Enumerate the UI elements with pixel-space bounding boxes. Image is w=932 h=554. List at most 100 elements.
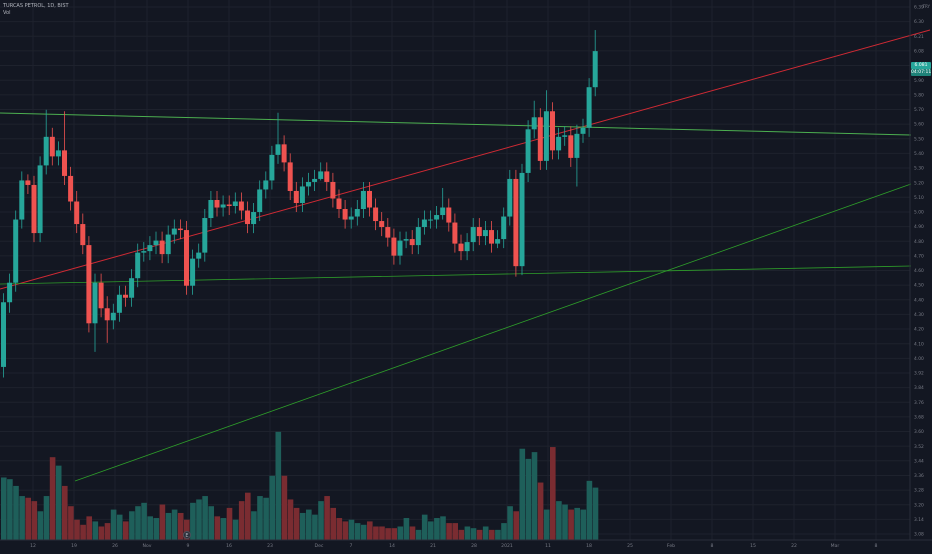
- candle-body: [281, 144, 287, 163]
- candle-body: [507, 178, 513, 217]
- symbol-title[interactable]: TURCAS PETROL, 1D, BIST: [3, 3, 69, 9]
- candle-body: [367, 190, 372, 208]
- volume-bar: [275, 431, 282, 540]
- price-axis[interactable]: 6.396.306.216.086.005.905.805.705.605.50…: [914, 5, 924, 538]
- volume-bar: [495, 529, 501, 540]
- price-tick-label: 3.44: [914, 458, 924, 464]
- trendline-green-rising[interactable]: [74, 183, 912, 482]
- candle-body: [147, 245, 153, 252]
- time-tick-label: 23: [267, 543, 273, 549]
- candle-body: [177, 228, 183, 231]
- volume-bar: [543, 509, 550, 540]
- candle-body: [562, 135, 568, 137]
- trend-lines[interactable]: [0, 29, 931, 482]
- time-tick-label: 28: [471, 543, 477, 549]
- volume-bar: [367, 521, 373, 540]
- candle-body: [568, 135, 574, 158]
- volume-bar: [525, 458, 532, 540]
- volume-bar: [98, 526, 105, 540]
- candle-body: [342, 209, 348, 220]
- candle-body: [574, 133, 580, 158]
- volume-bar: [507, 506, 513, 540]
- candle-body: [318, 171, 324, 179]
- candle-body: [104, 308, 110, 321]
- volume-bar: [153, 518, 160, 540]
- volume-bar: [226, 507, 233, 540]
- candle-body: [531, 117, 537, 130]
- candle-body: [385, 227, 391, 238]
- volume-bar: [385, 528, 391, 540]
- candle-body: [495, 239, 501, 244]
- time-tick-label: 7: [350, 543, 353, 549]
- candle-body: [220, 204, 226, 208]
- candle-body: [263, 180, 269, 190]
- candle-body: [476, 227, 482, 237]
- candle-body: [214, 199, 220, 208]
- volume-bar: [1, 477, 7, 540]
- candle-body: [62, 150, 67, 176]
- candle-body: [324, 171, 330, 182]
- price-tick-label: 4.90: [914, 224, 924, 230]
- volume-bar: [159, 504, 166, 540]
- candle-body: [202, 218, 208, 253]
- volume-bar: [293, 507, 300, 540]
- candle-body: [379, 221, 385, 228]
- price-tick-label: 4.60: [914, 268, 924, 274]
- candle-body: [489, 230, 494, 244]
- volume-bar: [452, 523, 458, 540]
- price-tick-label: 4.30: [914, 312, 924, 318]
- candle-body: [592, 51, 598, 88]
- time-tick-label: 11: [545, 543, 551, 549]
- volume-bar: [232, 519, 239, 540]
- price-tick-label: 5.20: [914, 180, 924, 186]
- time-tick-label: 12: [30, 543, 36, 549]
- price-tick-label: 5.30: [914, 166, 924, 172]
- trendline-green-support[interactable]: [0, 265, 912, 285]
- time-tick-label: 25: [627, 543, 633, 549]
- price-tick-label: 4.00: [914, 356, 924, 362]
- volume-bar: [43, 496, 50, 540]
- candle-body: [586, 87, 592, 128]
- earnings-event-icon[interactable]: E: [183, 531, 191, 539]
- volume-bar: [171, 509, 178, 540]
- volume-bar: [110, 509, 117, 540]
- candle-body: [287, 162, 293, 191]
- volume-indicator-label[interactable]: Vol: [3, 10, 11, 16]
- currency-label[interactable]: TRY: [922, 4, 930, 9]
- volume-bar: [281, 475, 288, 540]
- volume-bar: [391, 528, 397, 540]
- candle-body: [373, 207, 379, 222]
- price-tick-label: 3.14: [914, 517, 924, 523]
- candle-body: [116, 294, 122, 313]
- volume-bar: [397, 526, 404, 540]
- candle-body: [330, 181, 336, 199]
- volume-bar: [49, 457, 56, 540]
- candle-body: [336, 198, 342, 210]
- candle-body: [110, 312, 116, 321]
- price-tick-label: 3.92: [914, 371, 924, 377]
- volume-bar: [165, 512, 172, 540]
- volume-bar: [482, 526, 489, 540]
- candle-body: [190, 258, 196, 286]
- price-tick-label: 6.21: [914, 34, 924, 40]
- volume-bar: [25, 497, 31, 540]
- volume-bar: [330, 507, 336, 540]
- volume-bar: [470, 528, 477, 540]
- price-tick-label: 3.36: [914, 473, 924, 479]
- volume-bar: [208, 506, 214, 540]
- trendline-red-upper[interactable]: [0, 29, 931, 290]
- volume-bar: [299, 512, 306, 540]
- volume-bar: [348, 519, 355, 540]
- candle-body: [129, 278, 135, 298]
- price-tick-label: 4.10: [914, 341, 924, 347]
- candle-body: [440, 207, 446, 216]
- trendline-green-resistance[interactable]: [0, 112, 912, 136]
- candle-body: [556, 136, 562, 151]
- time-axis[interactable]: 12 19 26 Nov 9 16 23 Dec 7 14 21 28 2021 11 18 25 Feb 8 15…: [30, 543, 877, 549]
- volume-bars: [1, 431, 599, 540]
- time-tick-label: 22: [791, 543, 797, 549]
- countdown-tag: 04:07:11: [911, 69, 932, 76]
- volume-bar: [428, 521, 434, 540]
- candle-body: [312, 178, 318, 182]
